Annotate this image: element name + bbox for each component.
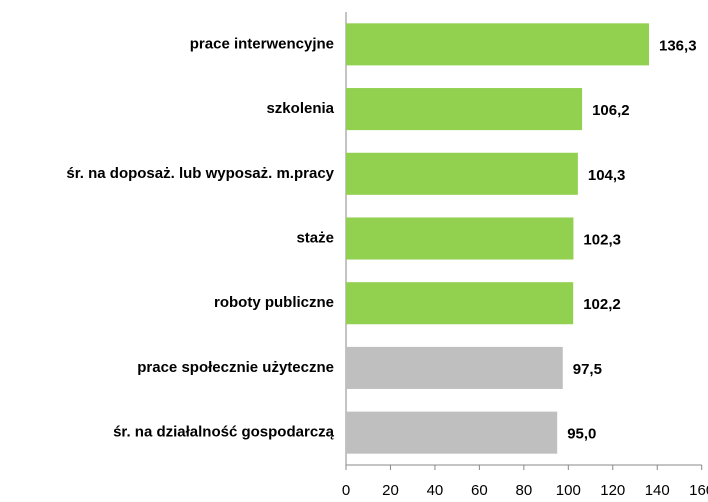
value-label: 104,3: [588, 167, 626, 184]
bar: [346, 346, 563, 389]
category-label: prace społecznie użyteczne: [137, 359, 334, 376]
bar: [346, 411, 558, 454]
bar: [346, 217, 574, 260]
value-label: 136,3: [659, 37, 697, 54]
x-tick-label: 120: [600, 482, 625, 499]
category-label: staże: [296, 229, 334, 246]
category-label: roboty publiczne: [214, 294, 334, 311]
x-tick-label: 160: [689, 482, 708, 499]
value-label: 102,3: [583, 231, 621, 248]
x-tick-label: 100: [556, 482, 581, 499]
value-label: 106,2: [592, 102, 630, 119]
category-label: szkolenia: [266, 100, 334, 117]
x-tick-label: 20: [382, 482, 399, 499]
bar: [346, 282, 574, 325]
value-label: 102,2: [583, 296, 621, 313]
x-tick-label: 40: [427, 482, 444, 499]
bar: [346, 23, 650, 66]
value-label: 97,5: [573, 361, 602, 378]
category-label: śr. na doposaż. lub wyposaż. m.pracy: [66, 165, 334, 182]
value-label: 95,0: [567, 426, 596, 443]
bar: [346, 152, 578, 195]
bar: [346, 88, 583, 131]
x-tick-label: 80: [516, 482, 533, 499]
category-label: prace interwencyjne: [190, 35, 334, 52]
category-label: śr. na działalność gospodarczą: [113, 424, 335, 441]
x-tick-label: 60: [471, 482, 488, 499]
x-tick-label: 140: [645, 482, 670, 499]
x-tick-label: 0: [342, 482, 350, 499]
